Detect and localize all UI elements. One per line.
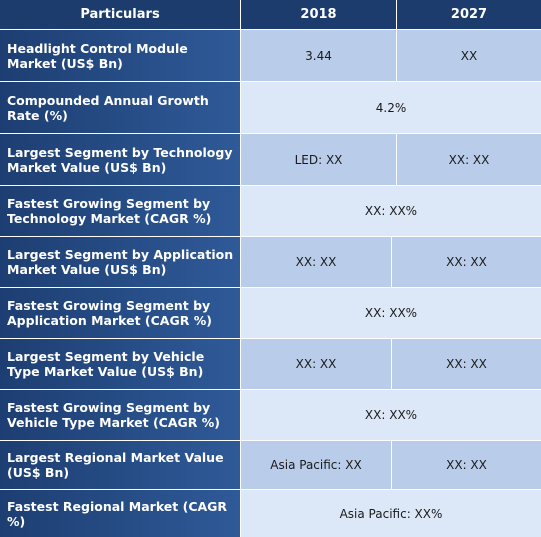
value-merged: Asia Pacific: XX% — [241, 490, 541, 537]
value-merged: XX: XX% — [241, 390, 541, 440]
value-2018: LED: XX — [241, 134, 396, 185]
header-particulars: Particulars — [0, 0, 240, 29]
row-label: Largest Segment by Vehicle Type Market V… — [0, 339, 240, 389]
value-2027: XX: XX — [397, 134, 541, 185]
row-label: Fastest Regional Market (CAGR %) — [0, 490, 240, 537]
row-label: Largest Segment by Technology Market Val… — [0, 134, 240, 185]
value-2027: XX: XX — [392, 339, 541, 389]
value-merged: 4.2% — [241, 82, 541, 133]
row-label: Fastest Growing Segment by Vehicle Type … — [0, 390, 240, 440]
value-2018: Asia Pacific: XX — [241, 441, 391, 489]
value-2018: XX: XX — [241, 339, 391, 389]
value-2027: XX — [397, 30, 541, 81]
value-2018: 3.44 — [241, 30, 396, 81]
header-2027: 2027 — [397, 0, 541, 29]
row-label: Fastest Growing Segment by Application M… — [0, 288, 240, 338]
header-2018: 2018 — [241, 0, 396, 29]
row-label: Largest Regional Market Value (US$ Bn) — [0, 441, 240, 489]
value-2018: XX: XX — [241, 237, 391, 287]
row-label: Compounded Annual Growth Rate (%) — [0, 82, 240, 133]
value-merged: XX: XX% — [241, 288, 541, 338]
row-label: Headlight Control Module Market (US$ Bn) — [0, 30, 240, 81]
value-2027: XX: XX — [392, 237, 541, 287]
row-label: Largest Segment by Application Market Va… — [0, 237, 240, 287]
row-label: Fastest Growing Segment by Technology Ma… — [0, 186, 240, 236]
value-merged: XX: XX% — [241, 186, 541, 236]
value-2027: XX: XX — [392, 441, 541, 489]
